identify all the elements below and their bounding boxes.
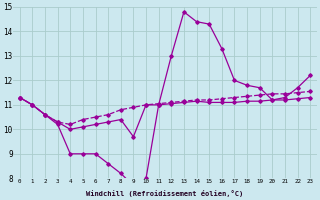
X-axis label: Windchill (Refroidissement éolien,°C): Windchill (Refroidissement éolien,°C): [86, 190, 244, 197]
